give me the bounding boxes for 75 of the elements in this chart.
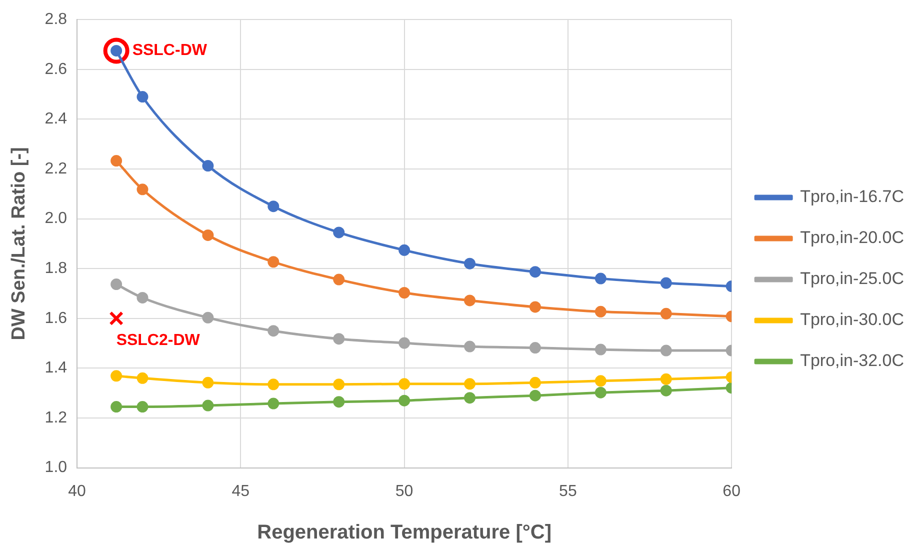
point (110, 155, 122, 167)
point (202, 400, 214, 412)
x-tick-label: 45 (232, 482, 250, 500)
point (660, 373, 672, 385)
point (136, 372, 148, 384)
point (268, 378, 280, 390)
point (398, 394, 410, 406)
point (660, 384, 672, 396)
y-tick-label: 1.8 (44, 260, 68, 278)
point (594, 306, 606, 318)
y-tick-label: 2.2 (44, 160, 68, 178)
legend-label: Tpro,in-16.7C (800, 187, 904, 206)
y-tick-label: 1.0 (44, 459, 68, 476)
point (398, 287, 410, 299)
point (529, 342, 541, 354)
point (464, 378, 476, 390)
y-tick-label: 2.8 (44, 11, 68, 28)
legend-label: Tpro,in-20.0C (800, 228, 904, 248)
point (109, 311, 124, 326)
point (268, 256, 280, 268)
y-tick-label: 2.0 (44, 210, 68, 228)
y-tick-label: 1.6 (44, 310, 68, 327)
point (110, 401, 122, 413)
point (464, 258, 476, 270)
y-tick-label: 1.4 (44, 360, 68, 377)
annotation: SSLC-DW (132, 42, 208, 60)
legend-label: Tpro,in-30.0C (800, 310, 904, 330)
point (103, 38, 130, 64)
y-axis-title: DW Sen./Lat. Ratio [-] (8, 147, 30, 340)
point (398, 337, 410, 349)
point (660, 344, 672, 356)
x-tick-label: 40 (68, 482, 86, 500)
point (464, 392, 476, 404)
point (333, 274, 345, 286)
point (398, 244, 410, 256)
legend-label: Tpro,in-32.0C (800, 351, 904, 370)
point (398, 378, 410, 390)
point (333, 378, 345, 390)
point (594, 386, 606, 398)
point (333, 226, 345, 238)
point (268, 325, 280, 337)
point (136, 184, 148, 196)
point (136, 292, 148, 304)
point (660, 277, 672, 289)
point (202, 312, 214, 324)
point (594, 344, 606, 356)
point (110, 278, 122, 290)
x-tick-label: 55 (559, 482, 577, 500)
point (333, 396, 345, 408)
y-tick-label: 1.2 (44, 409, 68, 426)
point (529, 390, 541, 402)
point (136, 401, 148, 413)
point (110, 370, 122, 382)
point (464, 294, 476, 306)
y-tick-label: 2.4 (44, 110, 68, 128)
point (529, 376, 541, 388)
point (464, 340, 476, 352)
y-tick-label: 2.6 (44, 60, 68, 78)
point (333, 333, 345, 345)
point (268, 200, 280, 212)
point (202, 160, 214, 172)
point (660, 308, 672, 320)
point (594, 272, 606, 284)
x-tick-label: 50 (395, 482, 414, 500)
annotation: SSLC2-DW (116, 332, 201, 349)
point (202, 229, 214, 241)
point (268, 398, 280, 410)
x-tick-label: 60 (722, 482, 741, 500)
legend-label: Tpro,in-25.0C (800, 269, 904, 288)
point (594, 375, 606, 387)
x-axis-title: Regeneration Temperature [°C] (257, 522, 552, 544)
point (136, 91, 148, 103)
point (529, 301, 541, 313)
point (529, 266, 541, 278)
point (202, 376, 214, 388)
